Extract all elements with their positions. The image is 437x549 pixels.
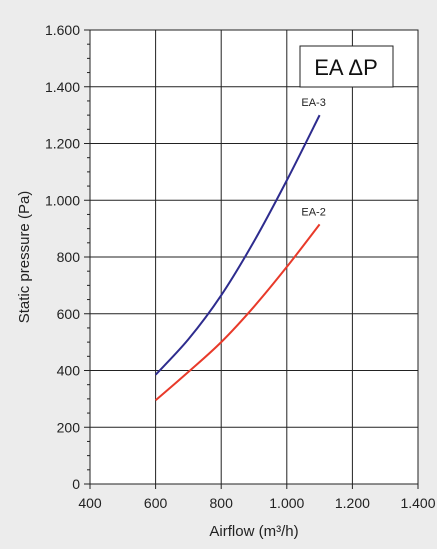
chart-title: EA ΔP: [314, 55, 378, 80]
series-label-ea-3: EA-3: [301, 97, 325, 109]
y-tick-label: 1.200: [45, 136, 80, 152]
y-tick-label: 200: [57, 419, 81, 435]
series-label-ea-2: EA-2: [301, 206, 325, 218]
y-tick-label: 400: [57, 363, 81, 379]
x-axis-label: Airflow (m³/h): [209, 523, 298, 540]
y-axis-label: Static pressure (Pa): [16, 191, 33, 324]
y-tick-label: 1.400: [45, 79, 80, 95]
x-tick-label: 1.200: [335, 495, 370, 511]
y-tick-label: 1.000: [45, 192, 80, 208]
series-line-ea-3: [154, 114, 321, 376]
x-tick-label: 800: [210, 495, 234, 511]
x-tick-label: 600: [144, 495, 168, 511]
x-axis-ticks: 400 600 800 1.000 1.200 1.400: [78, 484, 436, 511]
x-tick-label: 1.000: [269, 495, 304, 511]
series-layer: EA-3 EA-2: [154, 97, 326, 402]
y-tick-label: 600: [57, 306, 81, 322]
y-tick-label: 0: [72, 476, 80, 492]
y-tick-label: 800: [57, 249, 81, 265]
y-tick-label: 1.600: [45, 22, 80, 38]
series-line-ea-2: [154, 223, 321, 402]
x-tick-label: 1.400: [400, 495, 435, 511]
chart-title-box: EA ΔP: [299, 45, 394, 88]
y-axis-ticks: 0 200 400 600 800 1.000 1.200 1.400 1.600: [45, 22, 90, 492]
x-tick-label: 400: [78, 495, 102, 511]
